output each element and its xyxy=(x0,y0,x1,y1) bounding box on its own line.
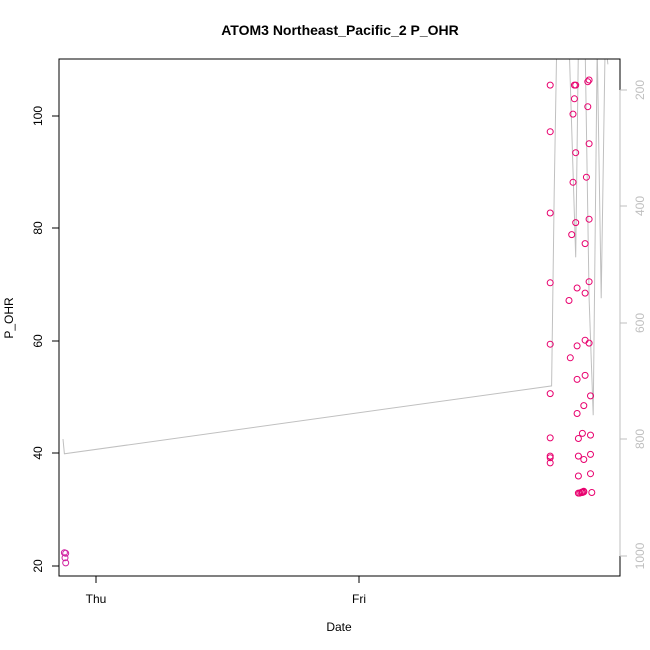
data-point-early-1 xyxy=(62,549,70,557)
y-tick-label-20: 20 xyxy=(31,559,45,573)
data-point-profile-20 xyxy=(573,284,581,292)
data-point-profile-34 xyxy=(578,429,586,437)
x-tick-label-thu: Thu xyxy=(86,592,107,606)
y-tick-label-60: 60 xyxy=(31,334,45,348)
y-axis-label: P_OHR xyxy=(2,297,16,339)
data-point-profile-13 xyxy=(569,178,577,186)
data-point-profile-41 xyxy=(582,173,590,181)
data-point-profile-4 xyxy=(546,340,554,348)
data-point-profile-6 xyxy=(546,434,554,442)
data-point-profile-25 xyxy=(574,452,582,460)
data-point-profile-12 xyxy=(568,231,576,239)
data-point-profile-44 xyxy=(585,76,593,84)
data-point-profile-36 xyxy=(580,402,588,410)
chart-title: ATOM3 Northeast_Pacific_2 P_OHR xyxy=(221,22,459,38)
data-point-profile-0 xyxy=(546,81,554,89)
data-point-profile-8 xyxy=(546,454,554,462)
y-tick-label-80: 80 xyxy=(31,221,45,235)
x-axis: Thu Fri Date xyxy=(86,575,366,634)
point-layer xyxy=(60,76,596,567)
x-axis-label: Date xyxy=(326,620,352,634)
data-point-profile-5 xyxy=(546,390,554,398)
y2-tick-label-1000: 1000 xyxy=(633,542,647,569)
data-point-profile-49 xyxy=(587,392,594,400)
data-point-profile-52 xyxy=(587,470,594,478)
data-point-profile-19 xyxy=(572,219,580,227)
data-point-profile-39 xyxy=(581,289,589,297)
y-axis-right: 200 400 600 800 1000 xyxy=(619,80,647,569)
data-point-profile-21 xyxy=(573,342,581,350)
y-axis-left: 20 40 60 80 100 P_OHR xyxy=(2,106,60,573)
data-point-early-3 xyxy=(62,559,70,567)
y-tick-label-40: 40 xyxy=(31,446,45,460)
data-point-profile-35 xyxy=(580,456,588,463)
data-point-profile-17 xyxy=(572,81,580,89)
y2-tick-label-600: 600 xyxy=(633,313,647,333)
data-point-profile-45 xyxy=(585,140,593,148)
y2-tick-label-800: 800 xyxy=(633,429,647,449)
data-point-profile-26 xyxy=(574,472,582,480)
x-tick-label-fri: Fri xyxy=(352,592,366,606)
pressure-line-layer xyxy=(62,59,609,455)
data-point-profile-2 xyxy=(546,209,554,217)
data-point-profile-1 xyxy=(546,128,554,136)
data-point-profile-46 xyxy=(585,215,593,223)
data-point-early-2 xyxy=(61,554,69,562)
data-point-profile-33 xyxy=(580,488,588,496)
y-tick-label-100: 100 xyxy=(31,106,45,126)
data-point-profile-11 xyxy=(566,354,574,362)
data-point-profile-51 xyxy=(587,450,594,458)
data-point-profile-23 xyxy=(573,410,581,417)
data-point-profile-22 xyxy=(573,375,581,383)
data-point-profile-50 xyxy=(587,431,594,439)
data-point-profile-18 xyxy=(572,149,580,157)
data-point-profile-3 xyxy=(546,279,554,287)
data-point-profile-40 xyxy=(581,240,589,248)
data-point-profile-43 xyxy=(584,78,592,86)
data-point-profile-24 xyxy=(574,435,582,442)
y2-tick-label-400: 400 xyxy=(633,196,647,216)
data-point-profile-14 xyxy=(569,110,577,118)
plot-frame xyxy=(58,58,621,577)
data-point-profile-47 xyxy=(585,278,593,286)
data-point-profile-53 xyxy=(588,489,596,496)
data-point-profile-42 xyxy=(584,103,592,111)
data-point-profile-10 xyxy=(565,297,573,304)
data-point-profile-37 xyxy=(581,371,589,379)
data-point-profile-16 xyxy=(570,95,578,103)
pressure-line xyxy=(62,59,609,455)
data-point-profile-9 xyxy=(546,459,554,467)
y2-tick-label-200: 200 xyxy=(633,80,647,100)
data-point-profile-48 xyxy=(585,339,593,347)
